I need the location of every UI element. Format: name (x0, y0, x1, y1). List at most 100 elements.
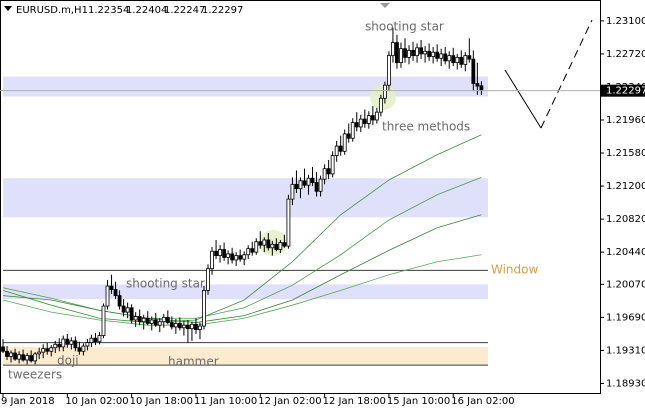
candle-body (451, 55, 456, 64)
candle-body (37, 351, 42, 355)
header-close: 1.22297 (202, 5, 243, 16)
candle-body (403, 48, 407, 58)
candle-body (294, 183, 299, 190)
candle-body (226, 253, 231, 258)
candle-body (238, 255, 243, 260)
candle-body (149, 319, 154, 324)
candle-body (230, 253, 235, 261)
candle-body (121, 305, 126, 313)
candle-body (202, 290, 206, 327)
candle-body (395, 42, 399, 64)
header-low: 1.22247 (164, 5, 205, 16)
candle-body (270, 243, 275, 249)
candle-body (399, 48, 403, 64)
candle-body (382, 84, 387, 99)
candle-body (105, 285, 110, 307)
candle-body (342, 133, 347, 152)
moving-average (2, 176, 482, 319)
x-tick-label: 9 Jan 2018 (1, 396, 55, 407)
candle-body (125, 307, 130, 313)
candle-body (222, 249, 227, 258)
candle-body (77, 347, 82, 352)
candle-body (338, 145, 343, 152)
candle-body (41, 348, 46, 353)
candle-body (443, 53, 448, 62)
candle-body (17, 354, 21, 360)
candle-body (262, 239, 267, 246)
candle-body (290, 183, 295, 200)
candle-body (57, 343, 62, 348)
annotation: Window (491, 263, 539, 277)
y-tick-label: 1.23100 (606, 16, 645, 27)
candle-body (49, 347, 54, 352)
candle-body (326, 168, 331, 175)
candle-body (254, 241, 259, 253)
candle-body (439, 53, 444, 59)
candle-body (73, 340, 78, 349)
candle-body (407, 50, 411, 58)
candle-body (463, 55, 468, 65)
candle-body (177, 323, 182, 329)
candle-body (411, 50, 415, 57)
candle-body (282, 242, 287, 247)
y-tick-label: 1.21200 (606, 181, 645, 192)
candle-body (306, 177, 311, 186)
candle-body (467, 55, 472, 60)
candle-body (278, 242, 283, 250)
zone (3, 284, 488, 300)
candle-body (479, 85, 484, 92)
candle-body (137, 316, 142, 323)
candle-body (310, 177, 315, 183)
header-open: 1.22354 (88, 5, 129, 16)
candle-body (423, 50, 428, 55)
frame (0, 0, 601, 394)
candle-body (190, 323, 194, 330)
candle-body (374, 111, 379, 121)
x-tick-label: 12 Jan 18:00 (323, 396, 386, 407)
candle-body (427, 50, 432, 57)
candle-body (181, 324, 186, 329)
symbol-icon (4, 6, 12, 11)
candle-body (334, 145, 339, 157)
header-high: 1.22404 (126, 5, 167, 16)
candle-body (85, 342, 90, 347)
candle-body (354, 122, 359, 128)
y-tick-label: 1.20820 (606, 214, 645, 225)
zone (3, 178, 488, 218)
candle-body (186, 324, 190, 330)
projection-line (540, 19, 593, 129)
annotation: doji (57, 354, 79, 368)
candle-body (214, 250, 218, 257)
candle-body (459, 56, 464, 65)
candle-body (81, 345, 86, 352)
y-tick-label: 1.18930 (606, 378, 645, 389)
marker (380, 3, 390, 8)
candle-body (391, 42, 395, 57)
candle-body (447, 55, 452, 62)
candle-body (274, 243, 279, 250)
candle-body (25, 355, 30, 361)
moving-average (2, 254, 482, 326)
candle-body (61, 338, 66, 348)
candle-body (169, 322, 174, 328)
candle-body (5, 350, 9, 357)
y-tick-label: 1.19690 (606, 312, 645, 323)
y-tick-label: 1.21960 (606, 115, 645, 126)
candle-body (1, 346, 5, 352)
y-tick-label: 1.19310 (606, 345, 645, 356)
candle-body (101, 305, 106, 337)
candle-body (129, 307, 134, 321)
y-tick-label: 1.20440 (606, 247, 645, 258)
plot (1, 27, 488, 366)
y-tick-label: 1.22720 (606, 49, 645, 60)
candle-body (378, 97, 383, 113)
candle-body (173, 323, 178, 328)
candle-body (419, 47, 423, 55)
candle-body (69, 340, 74, 345)
moving-average (2, 134, 482, 323)
candle-body (435, 51, 440, 59)
projection-line (504, 69, 542, 129)
candle-body (21, 354, 26, 361)
